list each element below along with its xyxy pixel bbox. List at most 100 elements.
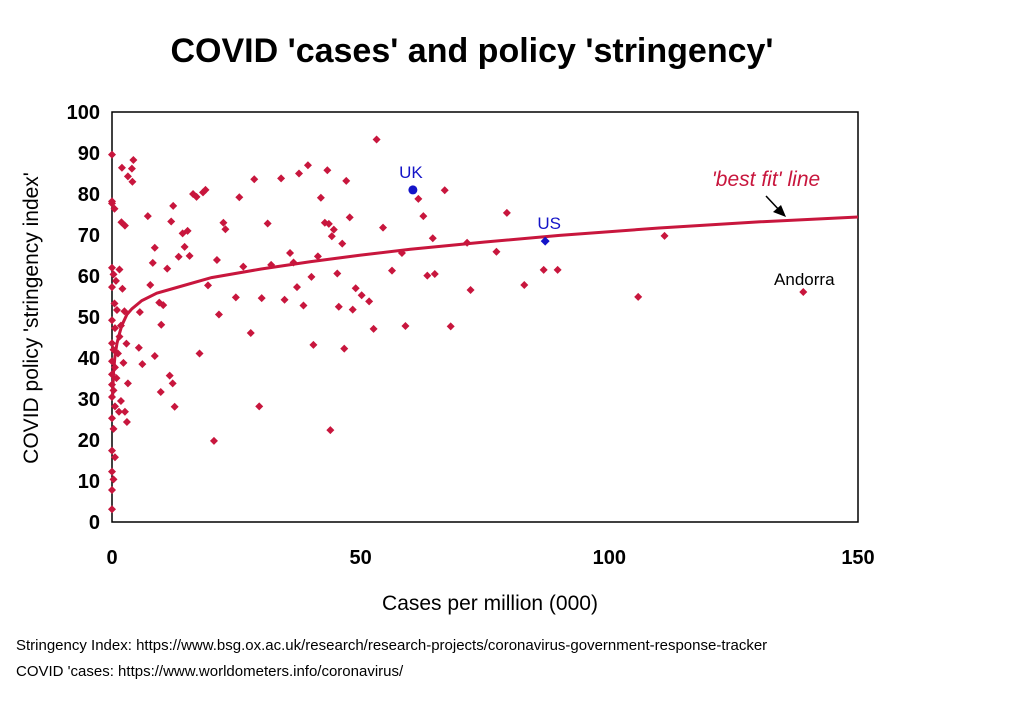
data-point xyxy=(342,176,351,185)
data-point xyxy=(324,219,333,228)
data-point xyxy=(150,243,159,252)
data-point xyxy=(108,316,116,325)
y-tick-label: 100 xyxy=(67,102,100,124)
data-point xyxy=(108,370,116,379)
data-point xyxy=(113,349,122,358)
data-point xyxy=(169,201,178,210)
data-point xyxy=(108,414,116,423)
data-point xyxy=(156,388,165,397)
data-point xyxy=(122,417,131,426)
data-point xyxy=(307,272,316,281)
data-point xyxy=(108,263,116,272)
data-point xyxy=(109,270,118,279)
x-tick-label: 150 xyxy=(841,547,874,569)
andorra-point xyxy=(799,287,808,296)
data-point xyxy=(163,264,172,273)
data-point xyxy=(267,260,276,269)
y-tick-label: 80 xyxy=(78,184,100,206)
data-point xyxy=(333,269,342,278)
data-point xyxy=(430,269,439,278)
best-fit-label: 'best fit' line xyxy=(712,168,820,191)
data-point xyxy=(108,283,116,292)
data-point xyxy=(109,475,118,484)
data-point xyxy=(185,251,194,260)
data-point xyxy=(492,247,501,256)
data-point xyxy=(372,135,381,144)
data-point xyxy=(239,262,248,271)
data-point xyxy=(123,172,132,181)
y-tick-label: 40 xyxy=(78,348,100,370)
data-point xyxy=(340,344,349,353)
data-point xyxy=(115,332,124,341)
source-cases: COVID 'cases: https://www.worldometers.i… xyxy=(16,663,404,680)
data-point xyxy=(128,177,137,186)
data-point xyxy=(369,324,378,333)
data-point xyxy=(348,305,357,314)
x-axis-ticks: 0 50 100 150 xyxy=(106,547,874,569)
x-tick-label: 100 xyxy=(593,547,626,569)
data-point xyxy=(110,324,119,333)
andorra-label: Andorra xyxy=(774,270,835,289)
data-point xyxy=(634,292,643,301)
data-point xyxy=(195,349,204,358)
data-point xyxy=(174,252,183,261)
data-point xyxy=(180,242,189,251)
y-tick-label: 30 xyxy=(78,389,100,411)
data-point xyxy=(309,340,318,349)
data-point xyxy=(123,379,132,388)
data-point xyxy=(148,258,157,267)
data-point xyxy=(167,217,176,226)
data-point xyxy=(108,392,116,401)
data-point xyxy=(219,218,228,227)
data-point xyxy=(170,402,179,411)
data-point xyxy=(108,339,116,348)
data-point xyxy=(135,308,144,317)
data-point xyxy=(110,204,119,213)
data-point xyxy=(277,174,286,183)
data-point xyxy=(134,343,143,352)
data-point xyxy=(387,266,396,275)
data-point xyxy=(112,374,121,383)
data-point xyxy=(221,225,230,234)
data-point xyxy=(263,219,272,228)
y-tick-label: 60 xyxy=(78,266,100,288)
us-label: US xyxy=(537,214,561,233)
data-point xyxy=(313,252,322,261)
data-point xyxy=(109,386,118,395)
data-point xyxy=(116,321,125,330)
data-point xyxy=(440,186,449,195)
data-points xyxy=(108,135,808,514)
data-point xyxy=(294,169,303,178)
y-axis-label: COVID policy 'stringency index' xyxy=(20,172,43,464)
data-point xyxy=(168,379,177,388)
data-point xyxy=(397,249,406,258)
data-point xyxy=(323,166,332,175)
uk-point xyxy=(408,185,418,195)
data-point xyxy=(419,212,428,221)
data-point xyxy=(120,307,129,316)
data-point xyxy=(110,453,119,462)
data-point xyxy=(553,265,562,274)
data-point xyxy=(334,302,343,311)
data-point xyxy=(114,407,123,416)
data-point xyxy=(289,258,298,267)
data-point xyxy=(235,193,244,202)
y-tick-label: 90 xyxy=(78,143,100,165)
data-point xyxy=(209,436,218,445)
data-point xyxy=(214,310,223,319)
us-point xyxy=(540,236,550,246)
data-point xyxy=(539,265,548,274)
data-point xyxy=(112,306,121,315)
point-labels: UK US Andorra xyxy=(399,163,835,289)
y-tick-label: 10 xyxy=(78,471,100,493)
data-point xyxy=(109,345,118,354)
data-point xyxy=(255,402,264,411)
data-point xyxy=(115,265,124,274)
data-point xyxy=(129,155,138,164)
uk-label: UK xyxy=(399,163,423,182)
data-point xyxy=(110,363,119,372)
data-point xyxy=(401,322,410,331)
data-point xyxy=(118,284,127,293)
data-point xyxy=(466,285,475,294)
